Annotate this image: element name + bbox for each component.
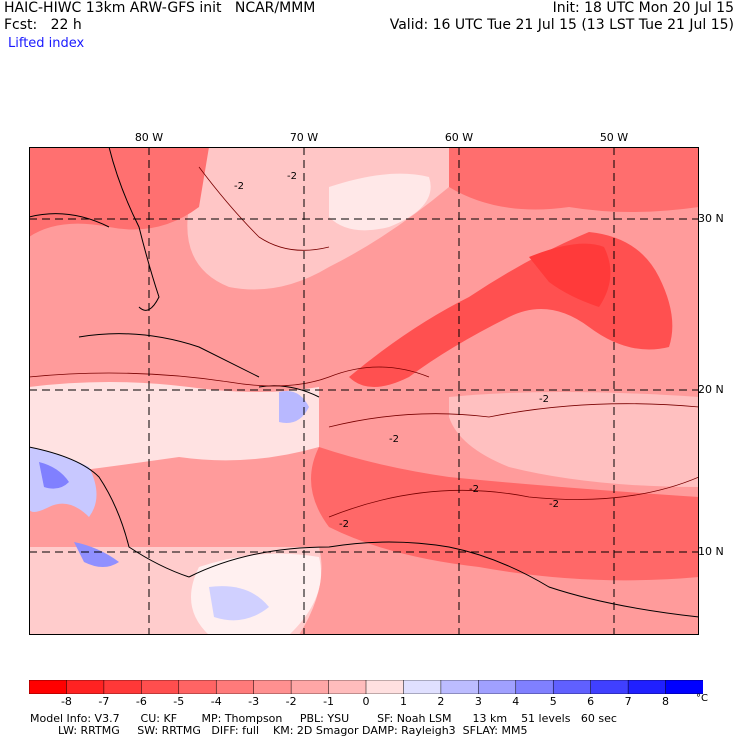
- colorbar-swatch: [665, 680, 703, 694]
- lat-label-10n: 10 N: [698, 545, 724, 558]
- colorbar-swatch: [515, 680, 554, 694]
- header-valid-time: Valid: 16 UTC Tue 21 Jul 15 (13 LST Tue …: [389, 17, 734, 33]
- colorbar-swatch: [178, 680, 217, 694]
- colorbar-tick-label: -6: [135, 695, 147, 708]
- lon-label-60w: 60 W: [444, 131, 474, 144]
- colorbar-tick-label: 8: [662, 695, 670, 708]
- contour-label: -2: [234, 181, 244, 192]
- colorbar-tick-label: 1: [399, 695, 407, 708]
- field-name: Lifted index: [8, 36, 85, 51]
- lon-label-80w: 80 W: [134, 131, 164, 144]
- model-info-line-1: Model Info: V3.7 CU: KF MP: Thompson PBL…: [30, 712, 617, 725]
- colorbar-swatch: [440, 680, 480, 694]
- colorbar: [29, 680, 703, 694]
- colorbar-swatch: [253, 680, 292, 694]
- contour-label: -2: [539, 394, 549, 405]
- colorbar-tick-label: -4: [210, 695, 222, 708]
- colorbar-tick-label: 3: [474, 695, 482, 708]
- lon-label-70w: 70 W: [289, 131, 319, 144]
- contour-label: -2: [469, 484, 479, 495]
- header-forecast-hour: Fcst: 22 h: [4, 17, 82, 33]
- contour-label: -2: [549, 499, 559, 510]
- colorbar-swatch: [328, 680, 367, 694]
- colorbar-unit: °C: [696, 693, 708, 704]
- colorbar-swatch: [590, 680, 629, 694]
- contour-label: -2: [339, 519, 349, 530]
- colorbar-swatch: [403, 680, 442, 694]
- colorbar-tick-label: -2: [285, 695, 297, 708]
- colorbar-tick-label: 5: [549, 695, 557, 708]
- contour-label: -2: [287, 171, 297, 182]
- lon-label-50w: 50 W: [599, 131, 629, 144]
- colorbar-swatch: [29, 680, 68, 694]
- header-init-time: Init: 18 UTC Mon 20 Jul 15: [552, 0, 734, 16]
- colorbar-swatch: [141, 680, 180, 694]
- lifted-index-map: -2 -2 -2 -2 -2 -2 -2: [29, 147, 699, 635]
- colorbar-tick-label: -1: [323, 695, 335, 708]
- lat-label-30n: 30 N: [698, 212, 724, 225]
- colorbar-tick-label: -7: [98, 695, 110, 708]
- colorbar-tick-label: 2: [437, 695, 445, 708]
- lat-label-20n: 20 N: [698, 383, 724, 396]
- colorbar-swatch: [552, 680, 592, 694]
- colorbar-tick-label: -5: [173, 695, 185, 708]
- colorbar-swatch: [478, 680, 517, 694]
- contour-label: -2: [389, 434, 399, 445]
- colorbar-swatch: [215, 680, 255, 694]
- colorbar-swatch: [103, 680, 143, 694]
- colorbar-tick-label: 7: [624, 695, 632, 708]
- model-info-line-2: LW: RRTMG SW: RRTMG DIFF: full KM: 2D Sm…: [30, 724, 528, 737]
- colorbar-swatch: [365, 680, 405, 694]
- colorbar-tick-label: 6: [587, 695, 595, 708]
- colorbar-swatch: [627, 680, 667, 694]
- colorbar-tick-label: 4: [512, 695, 520, 708]
- colorbar-swatch: [66, 680, 105, 694]
- colorbar-tick-label: -8: [60, 695, 72, 708]
- colorbar-tick-label: 0: [362, 695, 370, 708]
- header-title: HAIC-HIWC 13km ARW-GFS init NCAR/MMM: [4, 0, 316, 16]
- colorbar-tick-label: -3: [248, 695, 260, 708]
- colorbar-swatch: [290, 680, 330, 694]
